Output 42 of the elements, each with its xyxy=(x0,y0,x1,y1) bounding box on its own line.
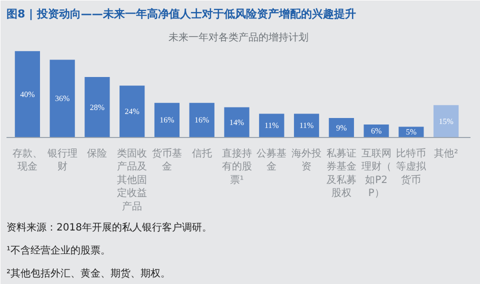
bar xyxy=(84,77,110,138)
x-tick-label: 公募基金 xyxy=(256,148,287,173)
data-label: 40% xyxy=(20,90,36,99)
bar xyxy=(294,114,320,138)
data-label: 28% xyxy=(90,102,105,112)
chart-title: 图8 | 投资动向——未来一年高净值人士对于低风险资产增配的兴趣提升 xyxy=(6,8,356,20)
bar xyxy=(14,51,40,138)
x-tick-label: 私募证券基金及私募股权 xyxy=(326,148,356,200)
x-tick-label: 存款、现金 xyxy=(12,148,42,173)
data-label: 16% xyxy=(194,116,210,125)
x-tick-label: 保险 xyxy=(87,148,108,160)
chart-subtitle: 未来一年对各类产品的增持计划 xyxy=(168,32,308,44)
data-label: 24% xyxy=(124,107,140,116)
x-tick-label: 货币基金 xyxy=(152,148,182,173)
text: 资料来源：2018年开展的私人银行客户调研。 xyxy=(6,222,212,234)
data-label: 15% xyxy=(438,116,454,126)
bar xyxy=(328,118,354,138)
data-label: 5% xyxy=(406,128,417,137)
bar xyxy=(50,60,75,138)
data-label: 16% xyxy=(160,116,175,125)
x-tick-label: 直接持有的股票¹ xyxy=(222,148,252,186)
data-label: 9% xyxy=(336,123,348,132)
x-tick-label: 银行理财 xyxy=(46,148,78,173)
x-tick-label: 信托 xyxy=(192,148,212,160)
bar xyxy=(259,114,284,138)
bar xyxy=(154,102,180,138)
x-tick-label: 互联网理财（如P2P） xyxy=(361,148,392,200)
data-label: 36% xyxy=(54,94,70,104)
x-tick-label: 海外投资 xyxy=(292,148,322,173)
x-tick-label: 类固收产品及其他固定收益产品 xyxy=(117,148,148,212)
bar xyxy=(120,86,145,138)
bar xyxy=(224,107,250,138)
x-tick-label: 比特币等虚拟货币 xyxy=(396,148,428,186)
text: ¹不含经营企业的股票。 xyxy=(6,244,111,256)
data-label: 14% xyxy=(229,118,244,127)
data-label: 6% xyxy=(370,126,382,136)
bar xyxy=(434,105,459,138)
data-label: 11% xyxy=(264,121,280,130)
x-tick-label: 其他² xyxy=(434,148,458,160)
text: ²其他包括外汇、黄金、期货、期权。 xyxy=(6,268,171,280)
bar xyxy=(189,102,214,138)
data-label: 11% xyxy=(299,121,314,130)
